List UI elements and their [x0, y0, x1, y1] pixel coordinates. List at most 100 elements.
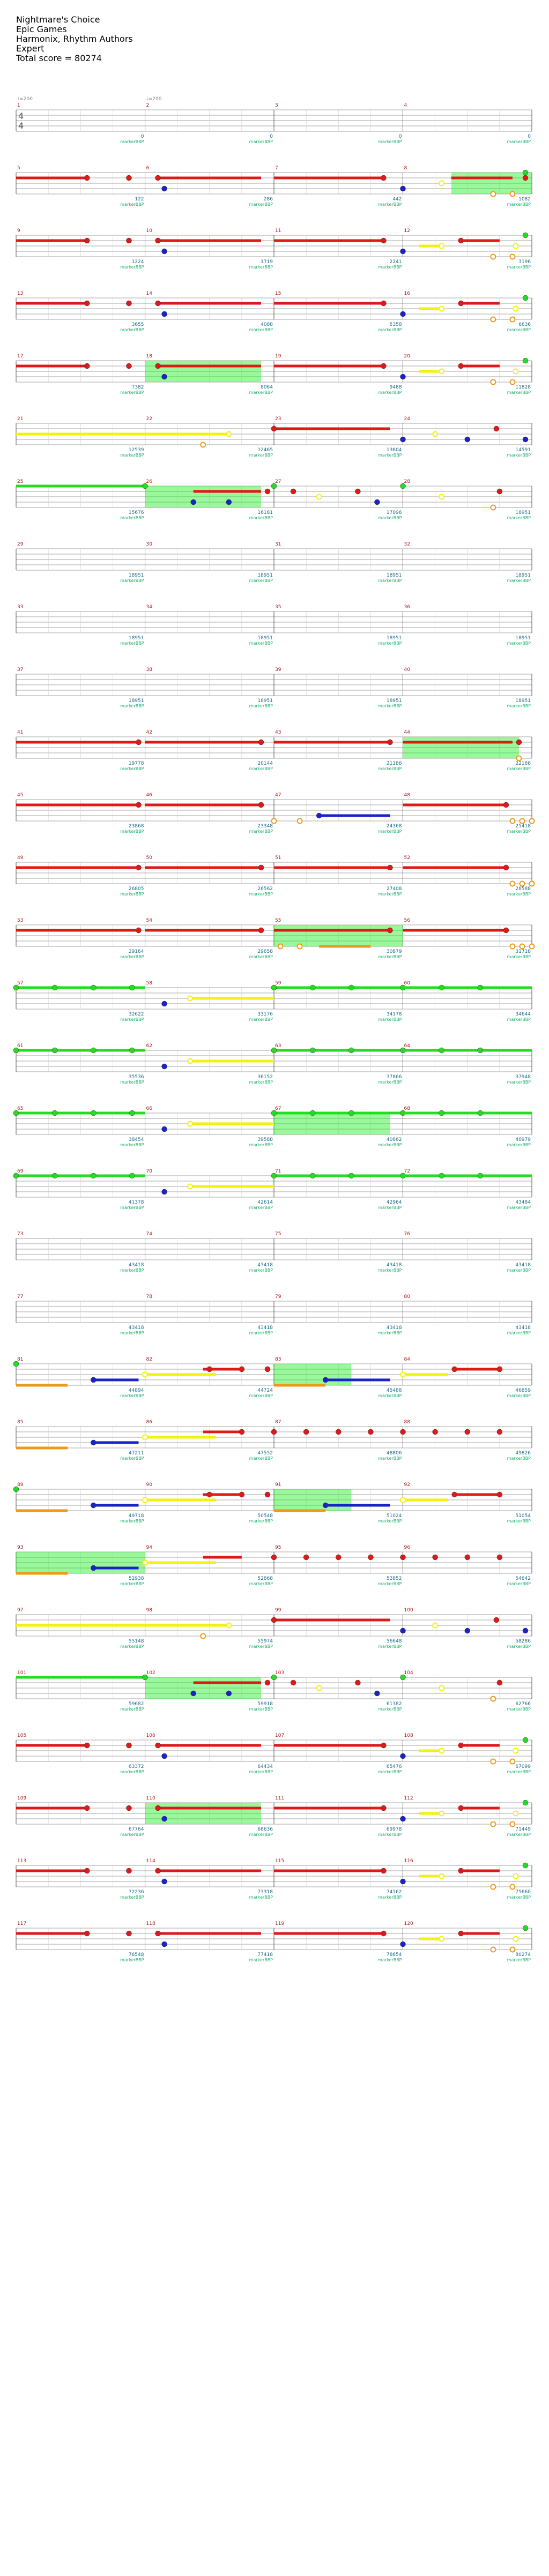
measure-label: markerBBP — [378, 1331, 402, 1335]
note-gem — [400, 1753, 406, 1759]
hopo-note — [529, 818, 535, 824]
measure-score: 122 — [135, 197, 144, 202]
sustain-bar — [461, 239, 500, 242]
hopo-note — [519, 818, 525, 824]
sustain-bar — [419, 1812, 442, 1815]
note-gem — [91, 1110, 97, 1116]
measure-score: 19778 — [129, 761, 144, 766]
sustain-bar — [274, 1932, 384, 1935]
measure-number: 19 — [275, 354, 281, 359]
measure-label: markerBBP — [507, 453, 531, 458]
note-gem — [400, 1878, 406, 1885]
sustain-bar — [145, 1624, 229, 1627]
measure-score: 18951 — [129, 573, 144, 578]
note-gem — [400, 248, 406, 255]
sustain-bar — [145, 1498, 216, 1502]
measure-row — [16, 297, 532, 320]
measure-number: 104 — [404, 1670, 413, 1676]
note-gem — [290, 488, 296, 495]
measure-score: 43418 — [387, 1325, 402, 1331]
sustain-bar — [16, 432, 145, 436]
measure-number: 96 — [404, 1545, 411, 1550]
measure-score: 62766 — [515, 1701, 531, 1707]
measure-number: 13 — [17, 291, 23, 296]
note-gem — [161, 1941, 167, 1947]
measure-label: markerBBP — [507, 766, 531, 771]
measure-label: markerBBP — [120, 1519, 144, 1524]
overdrive-phrase — [145, 361, 261, 382]
note-gem — [432, 1429, 438, 1435]
measure-label: markerBBP — [507, 578, 531, 583]
note-gem — [271, 1429, 277, 1435]
measure-score: 65476 — [387, 1764, 402, 1769]
measure-score: 39588 — [257, 1137, 273, 1143]
time-signature-top: 4 — [18, 111, 24, 121]
measure-score: 43418 — [515, 1263, 531, 1268]
measure-label: markerBBP — [249, 578, 273, 583]
note-gem — [84, 1930, 90, 1937]
measure-number: 113 — [17, 1858, 26, 1864]
sustain-bar — [16, 1049, 145, 1052]
hopo-note — [432, 431, 439, 437]
chart-header: Nightmare's Choice Epic Games Harmonix, … — [16, 15, 133, 63]
measure-label: markerBBP — [378, 1143, 402, 1147]
measure-label: markerBBP — [507, 1080, 531, 1085]
overdrive-phrase — [274, 925, 403, 946]
note-gem — [522, 295, 529, 301]
measure-label: markerBBP — [507, 641, 531, 646]
note-gem — [126, 300, 132, 307]
sustain-bar — [451, 176, 513, 180]
note-gem — [522, 1627, 529, 1634]
measure-number: 109 — [17, 1796, 26, 1801]
measure-label: markerBBP — [249, 139, 273, 144]
hopo-note — [513, 1936, 519, 1942]
measure-number: 12 — [404, 228, 410, 234]
measure-number: 20 — [404, 354, 411, 359]
note-gem — [239, 1429, 245, 1435]
note-gem — [161, 185, 167, 192]
note-gem — [155, 300, 161, 307]
hopo-note — [519, 880, 525, 887]
note-gem — [271, 483, 277, 489]
measure-score: 18951 — [257, 573, 273, 578]
note-gem — [161, 248, 167, 255]
measure-score: 76548 — [129, 1952, 144, 1958]
time-signature-bottom: 4 — [18, 121, 24, 131]
sustain-bar — [403, 1111, 532, 1115]
measure-number: 69 — [17, 1169, 24, 1174]
measure-label: markerBBP — [378, 1456, 402, 1461]
measure-label: markerBBP — [249, 1393, 273, 1398]
measure-score: 18951 — [515, 510, 531, 516]
sustain-bar — [193, 1681, 261, 1684]
sustain-bar — [461, 1744, 500, 1747]
sustain-bar — [454, 1493, 500, 1496]
note-gem — [464, 1429, 470, 1435]
measure-label: markerBBP — [507, 1143, 531, 1147]
measure-score: 18951 — [387, 573, 402, 578]
measure-label: markerBBP — [507, 1205, 531, 1210]
measure-score: 31718 — [515, 949, 531, 954]
measure-score: 75660 — [515, 1890, 531, 1895]
measure-number: 78 — [146, 1294, 153, 1300]
sustain-bar — [203, 1556, 242, 1559]
measure-number: 56 — [404, 918, 411, 923]
note-gem — [161, 1816, 167, 1822]
measure-label: markerBBP — [120, 1581, 144, 1586]
measure-number: 2 — [146, 103, 150, 108]
note-gem — [316, 812, 322, 819]
measure-label: markerBBP — [120, 1456, 144, 1461]
measure-score: 18951 — [387, 636, 402, 641]
measure-label: markerBBP — [378, 327, 402, 332]
note-gem — [516, 739, 522, 745]
hopo-note — [226, 431, 232, 437]
note-gem — [503, 802, 509, 808]
measure-number: 63 — [275, 1043, 281, 1049]
sustain-bar — [274, 986, 403, 989]
measure-label: markerBBP — [249, 641, 273, 646]
measure-number: 92 — [404, 1482, 410, 1488]
measure-label: markerBBP — [507, 1017, 531, 1022]
measure-number: 86 — [146, 1420, 153, 1425]
measure-score: 44724 — [257, 1388, 273, 1393]
hopo-note — [226, 1622, 232, 1629]
hopo-note — [439, 1936, 445, 1942]
